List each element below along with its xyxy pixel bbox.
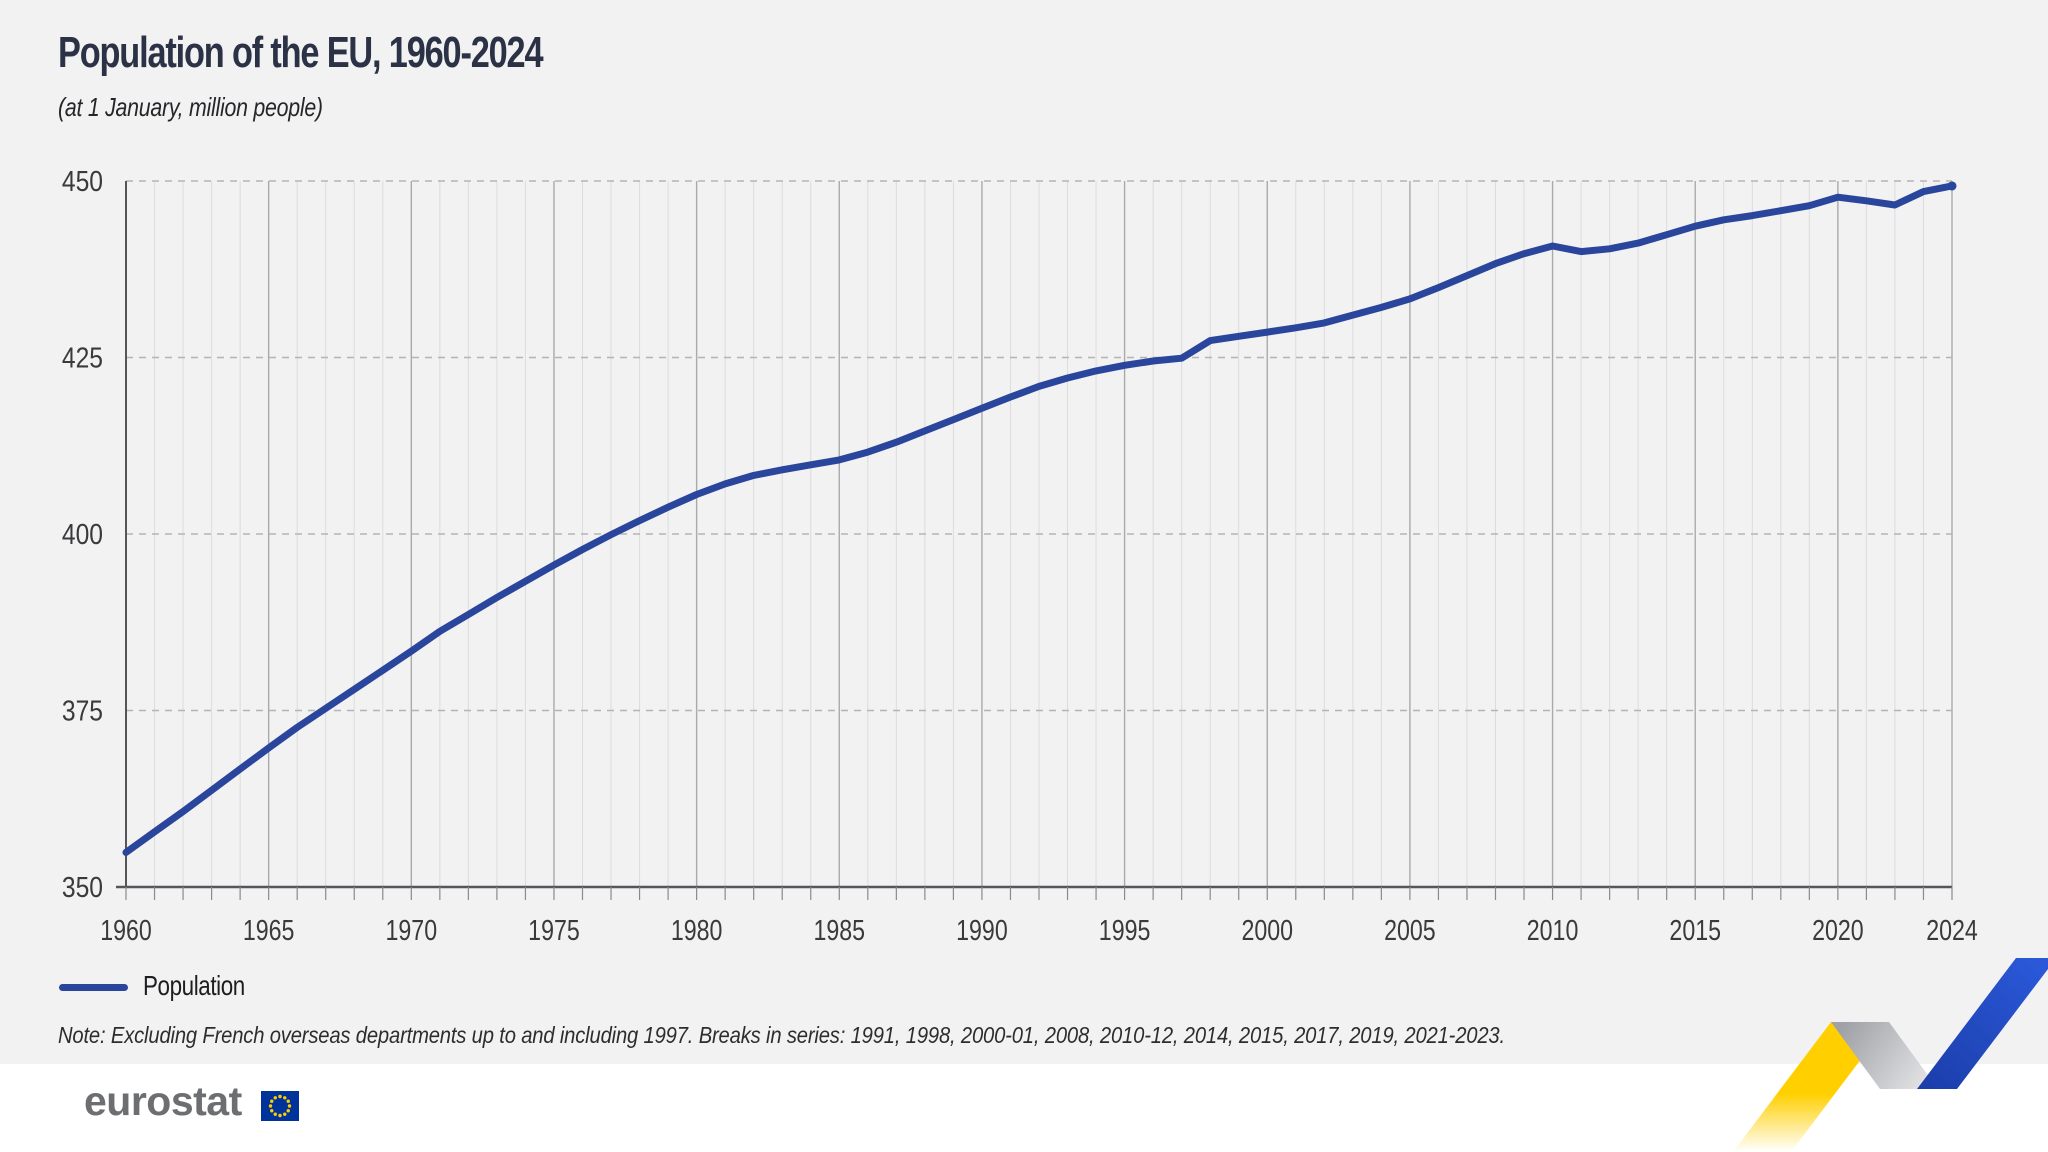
- flag-star: [278, 1094, 282, 1099]
- x-axis-tick-label: 1980: [671, 913, 723, 946]
- x-axis-tick-label: 2005: [1384, 913, 1436, 946]
- page-title: Population of the EU, 1960-2024: [58, 28, 544, 77]
- flag-star: [286, 1099, 290, 1103]
- x-axis-tick-label: 2020: [1812, 913, 1864, 946]
- flag-star: [283, 1112, 287, 1116]
- population-series-line: [122, 182, 1956, 856]
- flag-star: [283, 1096, 287, 1100]
- x-axis-tick-label: 2015: [1669, 913, 1721, 946]
- x-axis-tick-label: 1975: [528, 913, 580, 946]
- x-axis-tick-label: 1970: [386, 913, 438, 946]
- eu-flag-icon: [261, 1091, 299, 1121]
- chart-note: Note: Excluding French overseas departme…: [58, 1022, 1505, 1048]
- y-axis-tick-label: 350: [62, 871, 103, 903]
- flag-star: [270, 1099, 274, 1103]
- flag-star: [278, 1113, 282, 1118]
- x-axis-tick-label: 2024: [1926, 913, 1978, 946]
- y-axis-tick-label: 450: [62, 165, 103, 197]
- flag-star: [273, 1112, 277, 1116]
- page-subtitle: (at 1 January, million people): [58, 92, 323, 122]
- x-axis-tick-label: 1965: [243, 913, 295, 946]
- x-axis-tick-label: 1990: [956, 913, 1008, 946]
- flag-star: [273, 1096, 277, 1100]
- x-axis-tick-label: 1985: [813, 913, 865, 946]
- flag-star: [287, 1104, 292, 1108]
- legend-line-swatch: [59, 984, 128, 991]
- flag-star: [286, 1109, 290, 1113]
- x-axis-tick-label: 1995: [1099, 913, 1151, 946]
- flag-star: [270, 1109, 274, 1113]
- x-axis-tick-label: 2010: [1527, 913, 1579, 946]
- x-axis-tick-label: 2000: [1241, 913, 1293, 946]
- flag-star: [268, 1104, 273, 1108]
- y-axis-tick-label: 425: [62, 342, 103, 374]
- eurostat-logo-text: eurostat: [84, 1078, 242, 1124]
- y-axis-tick-label: 375: [62, 695, 103, 727]
- y-axis-tick-label: 400: [62, 518, 103, 550]
- x-axis-tick-label: 1960: [100, 913, 152, 946]
- series-end-dot: [1947, 181, 1957, 191]
- legend-label: Population: [143, 970, 245, 1001]
- footer-background: [0, 1064, 2048, 1152]
